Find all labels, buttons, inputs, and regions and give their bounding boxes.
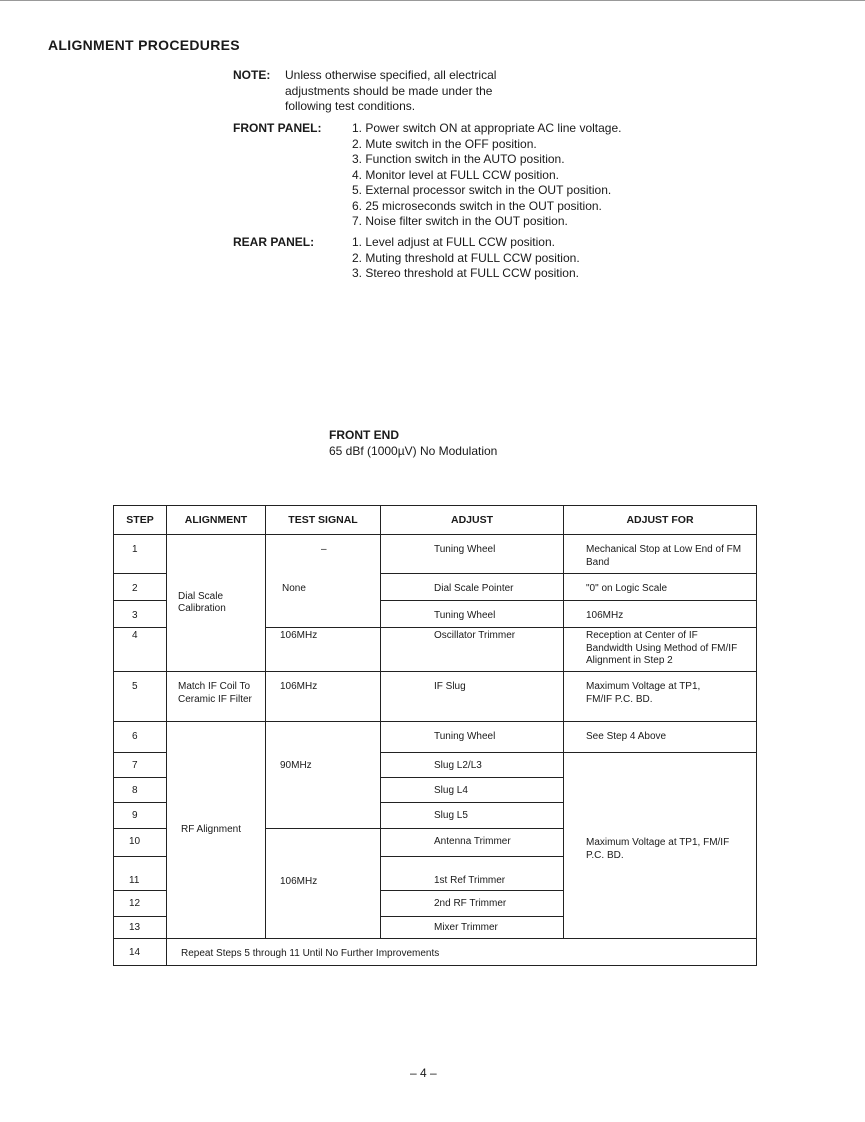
list-item: 6. 25 microseconds switch in the OUT pos… [352,198,602,213]
table-row: 1 Dial Scale Calibration – None Tuning W… [113,534,757,672]
table-row: 14 Repeat Steps 5 through 11 Until No Fu… [113,938,757,966]
adjust-cell: 2nd RF Trimmer [380,890,564,917]
alignment-cell: RF Alignment [166,721,266,939]
table-row: 3 Tuning Wheel 106MHz [113,600,757,628]
list-item: 1. Power switch ON at appropriate AC lin… [352,121,622,135]
list-item: 5. External processor switch in the OUT … [352,183,612,197]
step-cell: 9 [113,802,167,829]
note-text: Unless otherwise specified, all electric… [285,68,496,115]
table-row: 7 Slug L2/L3 Maximum Voltage at TP1, FM/… [113,752,757,939]
list-item: 2. Mute switch in the OFF position. [352,136,537,151]
adjust-for-cell: Maximum Voltage at TP1, FM/IF P.C. BD. [563,752,757,939]
adjust-cell: Oscillator Trimmer [380,627,564,672]
section-heading: FRONT END 65 dBf (1000µV) No Modulation [329,427,497,459]
table-row: 8 Slug L4 [113,777,757,803]
list-item: 3. Function switch in the AUTO position. [352,152,565,166]
note-line: Unless otherwise specified, all electric… [285,68,497,82]
table-header-row: STEP ALIGNMENT TEST SIGNAL ADJUST ADJUST… [113,505,757,535]
header-cell: ADJUST FOR [563,505,757,535]
adjust-cell: Dial Scale Pointer [380,573,564,601]
adjust-for-cell: Maximum Voltage at TP1, FM/IF P.C. BD. [563,671,757,722]
adjust-cell: Tuning Wheel [380,534,564,574]
test-signal-value: None [282,583,306,594]
rear-panel-list: 1. Level adjust at FULL CCW position. 2.… [352,235,580,282]
step-cell: 7 [113,752,167,778]
adjust-cell: Mixer Trimmer [380,916,564,939]
step-cell: 4 [113,627,167,672]
test-signal-value: – [321,544,327,555]
step-cell: 8 [113,777,167,803]
list-item: 2. Muting threshold at FULL CCW position… [352,250,580,265]
adjust-for-cell: 106MHz [563,600,757,628]
section-subtitle: 65 dBf (1000µV) No Modulation [329,444,498,458]
section-title: FRONT END [329,428,399,442]
adjust-cell: Slug L4 [380,777,564,803]
adjust-cell: 1st Ref Trimmer [380,856,564,891]
table-row: 10 106MHz Antenna Trimmer [113,828,757,939]
adjust-for-cell: "0" on Logic Scale [563,573,757,601]
adjust-cell: Slug L5 [380,802,564,829]
adjust-cell: Antenna Trimmer [380,828,564,857]
adjust-cell: Tuning Wheel [380,600,564,628]
alignment-table: STEP ALIGNMENT TEST SIGNAL ADJUST ADJUST… [113,505,757,966]
page-number: – 4 – [410,1066,437,1080]
top-rule [0,0,865,1]
rear-panel-label: REAR PANEL: [233,235,315,249]
header-cell: STEP [113,505,167,535]
adjust-cell: Slug L2/L3 [380,752,564,778]
table-row: 11 1st Ref Trimmer [113,856,757,891]
step-cell: 3 [113,600,167,628]
list-item: 4. Monitor level at FULL CCW position. [352,167,559,182]
note-line: following test conditions. [285,99,416,113]
step14-cell: Repeat Steps 5 through 11 Until No Furth… [166,938,757,966]
table-row: 4 106MHz Oscillator Trimmer Reception at… [113,627,757,672]
step-cell: 6 [113,721,167,753]
front-panel-label: FRONT PANEL: [233,121,322,135]
header-cell: ALIGNMENT [166,505,266,535]
step-cell: 2 [113,573,167,601]
alignment-cell: Match IF Coil To Ceramic IF Filter [166,671,266,722]
note-line: adjustments should be made under the [285,83,493,98]
test-signal-cell: 106MHz [265,627,381,672]
front-panel-list: 1. Power switch ON at appropriate AC lin… [352,121,621,230]
step-cell: 1 [113,534,167,574]
table-row: 6 RF Alignment 90MHz Tuning Wheel See St… [113,721,757,939]
test-signal-cell: 106MHz [265,828,381,939]
test-signal-cell: – None [265,534,381,628]
adjust-for-cell: Reception at Center of IF Bandwidth Usin… [563,627,757,672]
test-signal-cell: 106MHz [265,671,381,722]
test-signal-cell: 90MHz [265,721,381,829]
list-item: 1. Level adjust at FULL CCW position. [352,235,555,249]
adjust-for-cell: See Step 4 Above [563,721,757,753]
step-cell: 13 [113,916,167,939]
adjust-cell: Tuning Wheel [380,721,564,753]
step-cell: 11 [113,856,167,891]
list-item: 7. Noise filter switch in the OUT positi… [352,214,568,228]
page-title: ALIGNMENT PROCEDURES [48,37,240,53]
step-cell: 14 [113,938,167,966]
header-cell: TEST SIGNAL [265,505,381,535]
table-row: 9 Slug L5 [113,802,757,829]
step-cell: 5 [113,671,167,722]
list-item: 3. Stereo threshold at FULL CCW position… [352,266,579,280]
adjust-cell: IF Slug [380,671,564,722]
step-cell: 12 [113,890,167,917]
step-cell: 10 [113,828,167,857]
note-label: NOTE: [233,68,271,82]
adjust-for-cell: Mechanical Stop at Low End of FM Band [563,534,757,574]
table-row: 5 Match IF Coil To Ceramic IF Filter 106… [113,671,757,722]
alignment-cell: Dial Scale Calibration [166,534,266,672]
header-cell: ADJUST [380,505,564,535]
